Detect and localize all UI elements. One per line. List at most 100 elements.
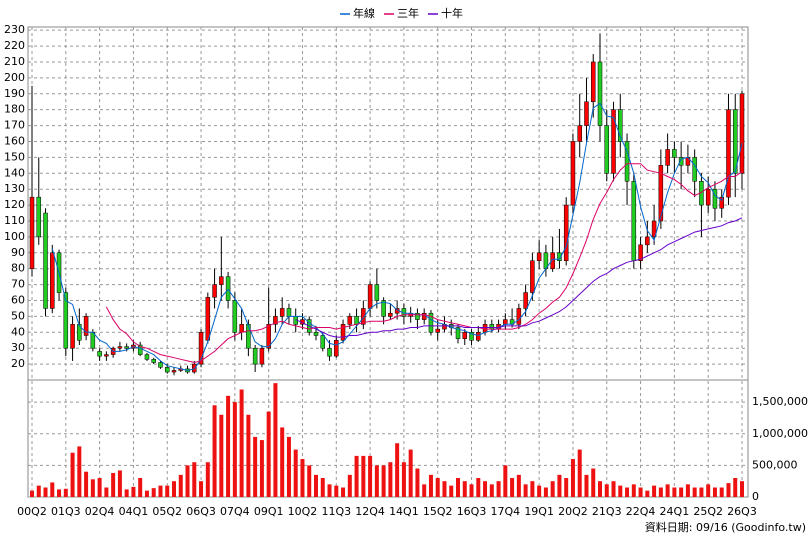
volume-bar xyxy=(124,489,129,497)
candle-body xyxy=(469,332,474,341)
y-tick-label: 140 xyxy=(4,166,25,179)
volume-bar xyxy=(631,484,636,497)
volume-bar xyxy=(428,474,433,497)
candle-body xyxy=(421,312,427,320)
candle-body xyxy=(50,252,55,309)
candle-body xyxy=(563,204,569,261)
candle-body xyxy=(638,244,643,261)
candle-body xyxy=(374,284,380,301)
candle-body xyxy=(266,324,271,349)
y2-tick-label: 0 xyxy=(752,490,759,503)
volume-bar xyxy=(117,470,122,497)
x-tick-label: 21Q3 xyxy=(592,505,622,518)
volume-bar xyxy=(361,455,366,497)
volume-bar xyxy=(422,484,427,497)
candle-body xyxy=(205,297,211,341)
volume-bar xyxy=(645,490,650,497)
y-tick-label: 20 xyxy=(11,357,25,370)
candle-body xyxy=(198,332,204,365)
candle-body xyxy=(225,276,231,301)
volume-bar xyxy=(537,485,542,497)
candle-body xyxy=(584,101,589,126)
x-tick-label: 15Q2 xyxy=(423,505,453,518)
volume-bar xyxy=(374,465,379,497)
candle-body xyxy=(70,324,75,349)
candle-body xyxy=(381,300,386,317)
candle-body xyxy=(151,359,156,363)
y-tick-label: 120 xyxy=(4,198,25,211)
candle-body xyxy=(273,316,278,325)
volume-bar xyxy=(469,484,474,497)
volume-bar xyxy=(354,455,359,497)
x-tick-label: 07Q4 xyxy=(220,505,250,518)
candle-body xyxy=(658,165,664,222)
candle-body xyxy=(577,125,582,142)
candle-body xyxy=(232,300,238,333)
y2-tick-label: 500,000 xyxy=(752,458,798,471)
candle-body xyxy=(104,354,109,357)
y-tick-label: 170 xyxy=(4,119,25,132)
volume-bar xyxy=(435,478,440,497)
candle-body xyxy=(63,292,69,349)
volume-bar xyxy=(172,481,176,497)
candle-body xyxy=(530,260,535,293)
volume-bar xyxy=(314,474,318,497)
volume-bar xyxy=(286,436,291,497)
candle-body xyxy=(313,332,319,336)
volume-bar xyxy=(341,487,346,497)
candle-body xyxy=(286,308,292,317)
volume-bar xyxy=(307,465,312,497)
volume-bar xyxy=(266,411,271,497)
note: 資料日期: 09/16 (Goodinfo.tw) xyxy=(645,520,806,534)
y-tick-label: 80 xyxy=(11,262,25,275)
candle-body xyxy=(388,312,393,317)
volume-bar xyxy=(442,481,447,497)
candle-body xyxy=(361,308,366,325)
volume-bar xyxy=(685,484,690,497)
x-tick-label: 12Q4 xyxy=(355,505,385,518)
volume-bar xyxy=(598,481,602,497)
candle-body xyxy=(164,367,170,373)
volume-bar xyxy=(63,488,68,497)
candle-body xyxy=(428,312,434,333)
candle-body xyxy=(340,324,346,341)
candle-body xyxy=(327,347,332,357)
volume-bar xyxy=(280,427,285,497)
volume-bar xyxy=(449,485,454,497)
candle-body xyxy=(476,332,481,341)
candle-body xyxy=(212,284,217,298)
volume-bar xyxy=(259,440,264,497)
volume-bar xyxy=(246,414,251,497)
candle-body xyxy=(144,354,150,360)
ma-line xyxy=(295,217,743,338)
ma-line xyxy=(105,163,743,364)
candle-body xyxy=(739,93,745,174)
volume-bar xyxy=(712,487,717,497)
candle-body xyxy=(367,284,373,309)
y-tick-label: 50 xyxy=(11,309,25,322)
volume-bar xyxy=(158,485,163,497)
volume-bar xyxy=(199,481,204,497)
volume-bar xyxy=(665,484,670,497)
volume-bar xyxy=(456,478,460,497)
candle-body xyxy=(347,316,353,325)
candle-body xyxy=(43,212,48,309)
y-tick-label: 150 xyxy=(4,150,25,163)
volume-bar xyxy=(496,481,501,497)
y-tick-label: 40 xyxy=(11,325,25,338)
candle-body xyxy=(117,346,123,349)
y-tick-label: 220 xyxy=(4,39,25,52)
candle-body xyxy=(246,324,251,349)
volume-bar xyxy=(178,474,183,497)
y-tick-label: 230 xyxy=(4,23,25,36)
volume-bar xyxy=(253,436,258,497)
volume-bar xyxy=(618,485,623,497)
candle-body xyxy=(124,346,129,349)
y-tick-label: 90 xyxy=(11,246,25,259)
volume-bar xyxy=(591,468,596,497)
volume-bar xyxy=(104,487,109,497)
candle-body xyxy=(719,196,724,209)
candle-body xyxy=(137,344,143,355)
volume-bar xyxy=(570,459,575,497)
y-tick-label: 70 xyxy=(11,278,25,291)
